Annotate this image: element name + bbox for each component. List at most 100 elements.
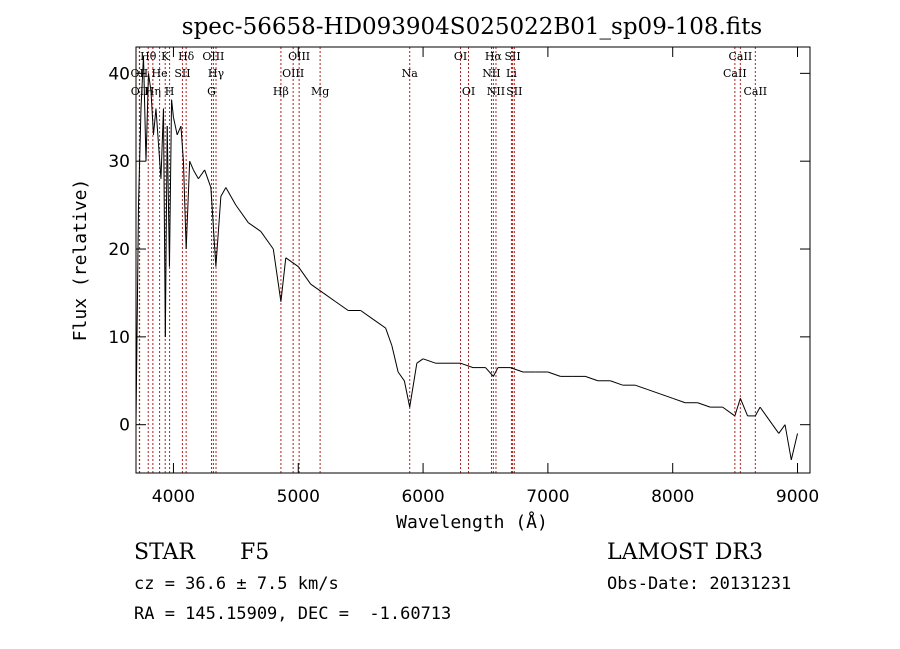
spectral-line-label: G <box>207 85 216 98</box>
spectral-line-label: OIII <box>282 67 304 80</box>
spectral-line-label: OIII <box>202 50 224 63</box>
flux-segment <box>409 363 418 408</box>
flux-segment <box>734 398 741 417</box>
flux-segment <box>235 204 249 223</box>
flux-segment <box>722 406 736 417</box>
flux-segment <box>215 196 222 267</box>
flux-segment <box>272 248 282 302</box>
flux-segment <box>168 99 173 267</box>
spectral-line-label: CaII <box>729 50 753 63</box>
flux-segment <box>778 424 786 434</box>
flux-segment <box>164 126 168 337</box>
flux-segment <box>610 380 623 386</box>
y-tick-label: 20 <box>108 240 130 260</box>
flux-segment <box>137 108 142 206</box>
spectral-line-label: CaII <box>723 67 747 80</box>
x-tick-label: 9000 <box>776 487 819 507</box>
spectral-line-label: NII <box>487 85 505 98</box>
flux-segment <box>360 310 374 320</box>
spectral-line-label: Na <box>402 67 419 80</box>
flux-segment <box>403 380 411 408</box>
flux-segment <box>260 231 274 250</box>
spectral-line-label: Hα <box>485 50 503 63</box>
spectral-line-label: He <box>152 67 168 80</box>
spectral-line-label: Mg <box>311 85 329 98</box>
flux-segment <box>335 301 349 311</box>
flux-segment <box>162 108 166 337</box>
chart-title: spec-56658-HD093904S025022B01_sp09-108.f… <box>182 14 762 40</box>
flux-segment <box>672 397 686 404</box>
flux-segment <box>647 389 661 395</box>
flux-segment <box>192 169 199 179</box>
flux-segment <box>204 169 212 188</box>
flux-segment <box>172 117 178 135</box>
flux-segment <box>180 126 184 162</box>
flux-segment <box>185 161 191 250</box>
spectral-line-label: OIII <box>288 50 310 63</box>
flux-segment <box>197 169 206 180</box>
flux-segment <box>248 222 262 232</box>
flux-segment <box>155 108 159 144</box>
coordinates-readout: RA = 145.15909, DEC = -1.60713 <box>134 604 452 624</box>
flux-segment <box>182 161 187 250</box>
flux-segment <box>145 73 149 162</box>
flux-segment <box>759 406 773 425</box>
flux-segment <box>492 367 499 377</box>
spectral-line-label: CaII <box>743 85 767 98</box>
spectral-line-label: Li <box>506 67 517 80</box>
flux-segment <box>210 187 217 267</box>
y-tick-label: 30 <box>108 152 130 172</box>
flux-segment <box>225 187 237 206</box>
flux-segment <box>285 257 299 267</box>
x-tick-label: 4000 <box>152 487 195 507</box>
flux-segment <box>322 292 336 303</box>
flux-segment <box>140 55 144 109</box>
flux-segment <box>416 358 424 364</box>
flux-segment <box>280 257 287 302</box>
flux-segment <box>157 143 162 179</box>
flux-segment <box>485 367 494 377</box>
y-axis: 0 10 20 30 40 <box>108 64 810 436</box>
flux-segment <box>635 384 648 391</box>
spectral-line-label: Hθ <box>140 50 157 63</box>
x-axis-label: Wavelength (Å) <box>396 511 548 533</box>
spectral-line-label: NII <box>482 67 500 80</box>
flux-segment <box>176 125 182 136</box>
flux-segment <box>171 99 174 118</box>
spectral-line-label: Hβ <box>273 85 289 98</box>
flux-segment <box>189 160 194 171</box>
spectral-line-label: Hη <box>145 85 161 98</box>
object-subclass: F5 <box>240 540 270 565</box>
flux-segment <box>150 90 154 135</box>
flux-segment <box>297 266 312 285</box>
flux-segment <box>460 362 474 369</box>
flux-segment <box>397 371 405 382</box>
spectral-line-label: Hδ <box>178 50 195 63</box>
flux-segment <box>790 433 799 460</box>
flux-segment <box>772 424 780 434</box>
spectral-line-markers <box>138 47 756 473</box>
x-tick-label: 7000 <box>526 487 569 507</box>
spectral-line-label: SII <box>504 50 520 63</box>
flux-segment <box>385 327 393 346</box>
y-tick-label: 0 <box>119 416 130 436</box>
spectral-line-label: SII <box>174 67 190 80</box>
spectral-line-label: H <box>165 85 175 98</box>
flux-segment <box>739 398 749 417</box>
redshift-readout: cz = 36.6 ± 7.5 km/s <box>134 574 339 594</box>
flux-segment <box>784 424 792 460</box>
flux-segment <box>422 358 436 364</box>
spectral-line-label: K <box>161 50 170 63</box>
flux-segment <box>152 108 157 135</box>
flux-segment <box>547 371 561 377</box>
flux-segment <box>160 108 164 179</box>
x-tick-label: 6000 <box>401 487 444 507</box>
flux-segment <box>660 393 673 399</box>
flux-segment <box>166 126 170 267</box>
spectral-line-label: OI <box>462 85 475 98</box>
x-tick-label: 5000 <box>277 487 320 507</box>
plot-frame <box>135 46 811 474</box>
x-axis: 4000 5000 6000 7000 8000 9000 <box>152 47 819 507</box>
spectral-line-label: OI <box>454 50 467 63</box>
